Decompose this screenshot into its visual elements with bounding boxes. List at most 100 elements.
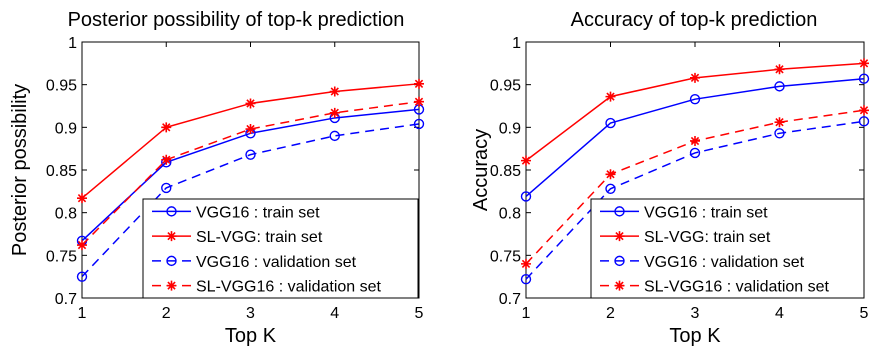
chart-2-ytick-label: 0.75 [490,248,521,265]
chart-1-series-sl-vgg-train-set [77,78,424,204]
chart-2-point [520,274,532,285]
chart-1-point [329,130,340,142]
chart-1-ytick-label: 0.95 [46,78,77,95]
chart-1-point [414,96,424,107]
chart-1-point [76,271,88,282]
chart-2-ytick-label: 0.8 [499,206,521,223]
chart-2-point [858,73,870,84]
chart-2-xtick-label: 3 [691,305,700,322]
chart-1-legend-marker [166,255,177,267]
chart-1-legend-marker [166,231,177,242]
chart-1-ytick-label: 1 [68,35,77,52]
chart-1-series-line [81,100,420,246]
chart-2-xtick-label: 2 [606,305,615,322]
chart-1-point [161,154,172,165]
chart-1-series-vgg16-validation-set [76,118,425,282]
chart-1-legend-label: SL-VGG16 : validation set [196,279,382,296]
chart-2-point [689,147,701,159]
chart-1-point [245,149,256,160]
chart-2-point [690,72,700,83]
chart-1-point [413,118,425,130]
chart-2-series-sl-vgg16-validation-set [521,105,869,269]
chart-2-point [605,91,616,102]
chart-1-point [77,240,87,251]
chart-1-ytick-label: 0.9 [55,120,77,137]
chart-1-ylabel: Posterior possibility [9,84,31,256]
chart-1-point [77,193,87,204]
chart-2-xlabel: Top K [669,325,721,347]
chart-1-ytick-label: 0.85 [46,163,77,180]
chart-1-point [329,107,340,118]
chart-2-series-vgg16-train-set [520,73,870,202]
chart-2-ytick-label: 0.85 [490,163,521,180]
chart-2-legend-label: VGG16 : validation set [644,254,805,271]
chart-2-series-line [525,77,865,198]
chart-2-ytick-label: 0.9 [499,120,521,137]
chart-2-legend: VGG16 : train set SL-VGG: train set VGG16 … [590,198,865,299]
chart-2-point [521,258,531,269]
chart-2: Accuracy of top-k prediction 0.7 0.75 0.8 0.… [470,9,870,347]
chart-2-legend-label: SL-VGG16 : validation set [644,279,830,296]
chart-1-ytick-label: 0.7 [55,291,77,308]
chart-1-point [245,124,256,135]
chart-1-legend-label: VGG16 : train set [196,204,320,221]
chart-1-legend-marker [166,280,177,291]
chart-1-point [161,182,172,194]
chart-2-series-vgg16-validation-set [520,116,870,285]
chart-1-legend-label: SL-VGG: train set [196,229,323,246]
chart-2-legend-marker [614,231,625,242]
chart-1-title: Posterior possibility of top-k predictio… [68,9,405,31]
chart-2-point [774,64,785,75]
chart-1-ytick-label: 0.75 [46,248,77,265]
chart-2-point [774,117,785,128]
chart-2-legend-box [590,198,865,299]
chart-2-xtick-label: 4 [775,305,784,322]
chart-2-point [520,191,532,202]
chart-1: Posterior possibility of top-k predictio… [9,9,425,347]
chart-2-ytick-label: 1 [512,35,521,52]
chart-2-legend-label: SL-VGG: train set [644,229,771,246]
chart-1-xtick-label: 1 [78,305,87,322]
chart-1-point [245,98,256,109]
chart-2-point [605,183,616,194]
chart-2-legend-label: VGG16 : train set [644,204,768,221]
chart-2-point [690,135,700,146]
chart-2-xtick-label: 1 [522,305,531,322]
chart-1-series-line [81,123,420,278]
chart-2-ytick-label: 0.7 [499,291,521,308]
chart-2-xtick-label: 5 [860,305,869,322]
chart-1-legend-label: VGG16 : validation set [196,254,357,271]
chart-2-point [605,117,616,129]
chart-1-xlabel: Top K [225,325,277,347]
chart-2-point [774,128,785,139]
chart-2-point [859,58,869,69]
chart-2-point [774,81,785,92]
chart-1-legend: VGG16 : train set SL-VGG: train set VGG16 … [142,198,419,299]
chart-1-series-sl-vgg16-validation-set [77,96,424,251]
chart-2-ytick-label: 0.95 [490,78,521,95]
chart-2-point [605,169,616,180]
chart-2-series-sl-vgg-train-set [521,58,869,166]
chart-2-ylabel: Accuracy [470,129,492,211]
chart-2-point [689,93,701,105]
chart-1-ytick-label: 0.8 [55,206,77,223]
chart-1-legend-marker [166,206,177,217]
chart-2-point [858,116,870,127]
chart-2-legend-marker [614,280,625,291]
chart-2-point [859,105,869,116]
chart-2-legend-marker [614,255,625,267]
chart-1-xtick-label: 2 [162,305,171,322]
chart-2-title: Accuracy of top-k prediction [571,9,818,31]
chart-2-legend-marker [614,206,625,217]
chart-2-point [521,155,531,166]
chart-1-xtick-label: 4 [330,305,339,322]
chart-1-legend-box [142,198,419,299]
chart-1-xtick-label: 3 [246,305,255,322]
chart-1-point [161,122,172,133]
chart-2-series-line [525,120,865,280]
chart-1-point [414,78,424,89]
chart-1-xtick-label: 5 [415,305,424,322]
chart-1-point [329,86,340,97]
